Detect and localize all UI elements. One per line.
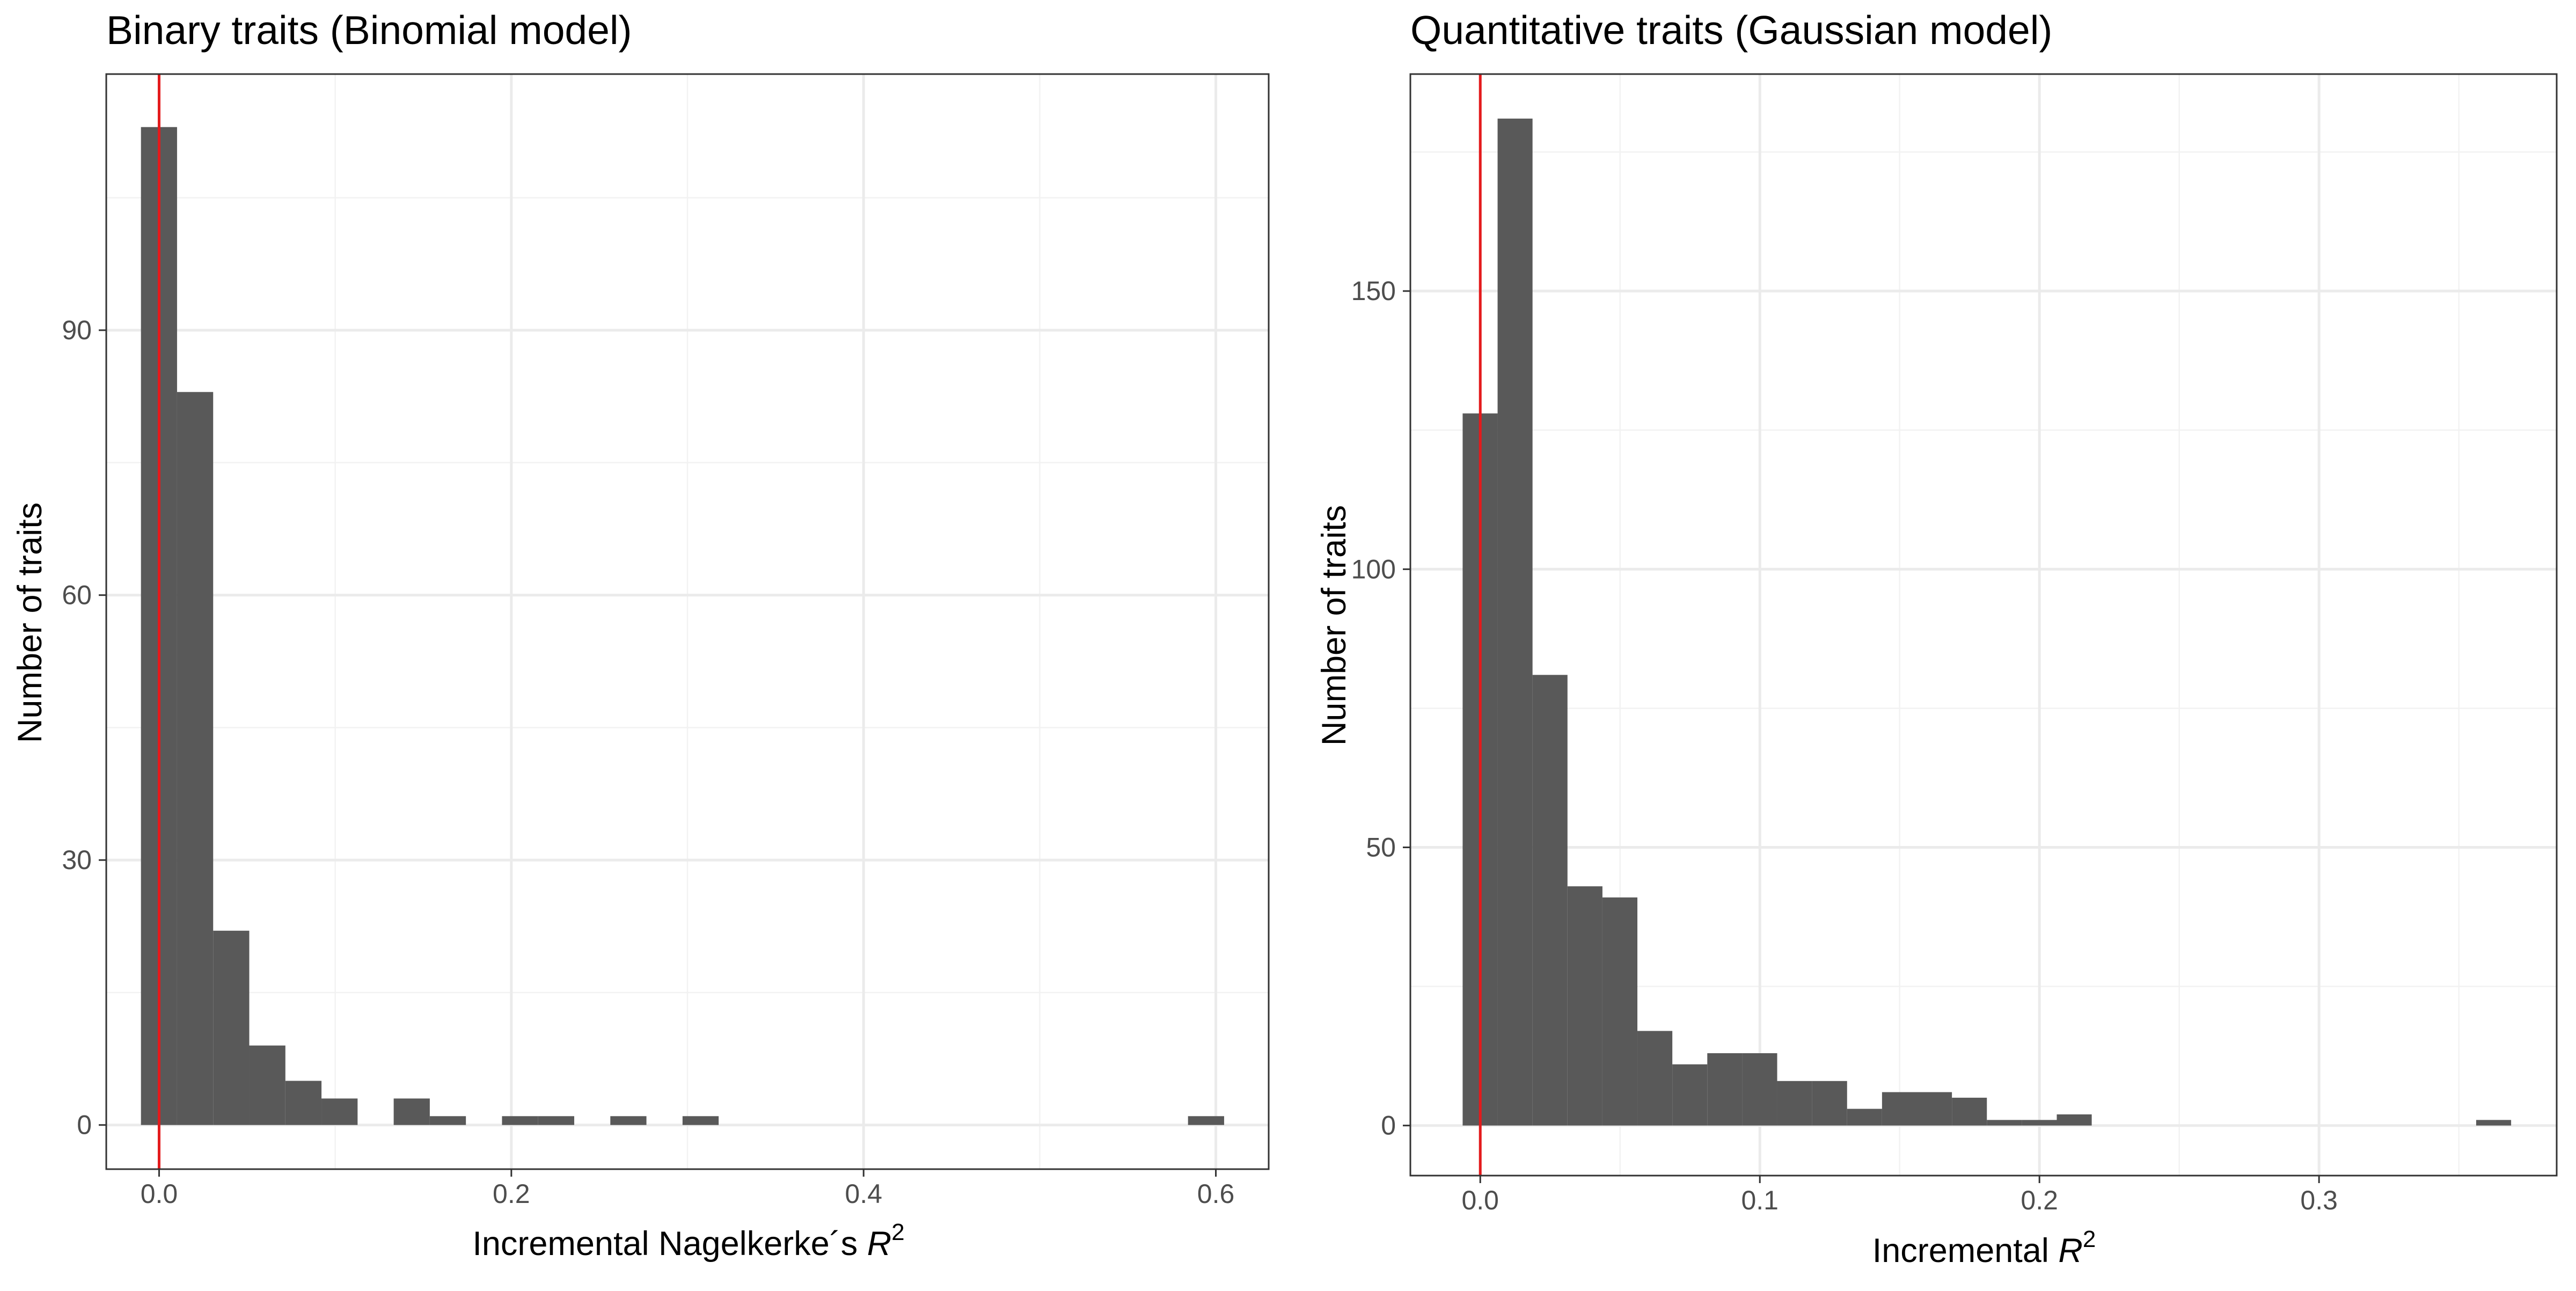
panel-binary: Binary traits (Binomial model) 0.0 0.2 0.4… — [11, 8, 1270, 1263]
histogram-bar — [1672, 1064, 1708, 1126]
histogram-bar — [1847, 1108, 1882, 1126]
histogram-bar — [682, 1116, 719, 1125]
x-tick-label: 0.0 — [141, 1179, 178, 1209]
axes: 0.0 0.2 0.4 0.6 0 30 60 90 — [62, 315, 1234, 1209]
chart-title: Quantitative traits (Gaussian model) — [1410, 8, 2052, 53]
histogram-bar — [1567, 886, 1602, 1126]
histogram-bar — [502, 1116, 538, 1125]
histogram-bar — [2476, 1120, 2512, 1126]
histogram-bar — [2022, 1120, 2057, 1126]
x-axis-title-variable: R — [867, 1225, 892, 1263]
histogram-bar — [1707, 1053, 1743, 1126]
y-axis-title: Number of traits — [11, 502, 49, 743]
histogram-bar — [1637, 1031, 1673, 1126]
histogram-bar — [393, 1098, 430, 1125]
y-axis-title: Number of traits — [1315, 505, 1353, 746]
histogram-bar — [1532, 675, 1568, 1126]
axes: 0.0 0.1 0.2 0.3 0 50 100 150 — [1351, 276, 2338, 1215]
x-axis-title-superscript: 2 — [891, 1219, 904, 1245]
histogram-bar — [1987, 1120, 2022, 1126]
x-axis-title: Incremental R2 — [1872, 1226, 2096, 1270]
y-tick-label: 150 — [1351, 276, 1396, 306]
x-axis-title-main: Incremental — [1872, 1232, 2059, 1270]
x-axis-title-variable: R — [2058, 1232, 2083, 1270]
x-tick-label: 0.1 — [1741, 1185, 1779, 1215]
y-tick-label: 50 — [1366, 833, 1396, 863]
x-tick-label: 0.2 — [493, 1179, 530, 1209]
histogram-bar — [213, 930, 250, 1125]
histogram-bar — [1917, 1092, 1952, 1126]
panel-quantitative: Quantitative traits (Gaussian model) 0.0… — [1315, 8, 2558, 1270]
histogram-bar — [1777, 1081, 1812, 1126]
panel-border — [105, 73, 1270, 1170]
y-tick-label: 60 — [62, 580, 92, 610]
histogram-bar — [321, 1098, 358, 1125]
x-axis-title: Incremental Nagelkerke´s R2 — [472, 1219, 904, 1263]
histogram-bar — [429, 1116, 466, 1125]
grid — [106, 74, 1269, 1169]
bars — [141, 127, 1224, 1125]
x-tick-label: 0.3 — [2300, 1185, 2338, 1215]
histogram-bar — [249, 1045, 286, 1125]
histogram-bar — [1742, 1053, 1777, 1126]
histogram-bar — [1882, 1092, 1918, 1126]
panel-border — [1409, 73, 2558, 1177]
chart-title: Binary traits (Binomial model) — [106, 8, 632, 53]
y-tick-label: 100 — [1351, 554, 1396, 584]
histogram-bar — [177, 392, 214, 1125]
x-tick-label: 0.4 — [845, 1179, 882, 1209]
x-tick-label: 0.0 — [1461, 1185, 1499, 1215]
x-axis-title-superscript: 2 — [2083, 1226, 2096, 1252]
histogram-bar — [1497, 118, 1533, 1126]
histogram-bar — [1188, 1116, 1224, 1125]
x-axis-title-main: Incremental Nagelkerke´s — [472, 1225, 867, 1263]
histogram-bar — [2057, 1114, 2092, 1126]
histogram-bar — [1952, 1097, 1987, 1126]
histogram-bar — [1812, 1081, 1847, 1126]
x-tick-label: 0.6 — [1197, 1179, 1235, 1209]
x-tick-label: 0.2 — [2021, 1185, 2058, 1215]
histogram-bar — [610, 1116, 647, 1125]
y-tick-label: 0 — [1381, 1111, 1396, 1141]
y-tick-label: 0 — [77, 1110, 92, 1140]
histogram-bar — [285, 1081, 322, 1125]
histogram-bar — [538, 1116, 574, 1125]
histogram-bar — [1602, 897, 1638, 1126]
y-tick-label: 30 — [62, 845, 92, 875]
y-tick-label: 90 — [62, 315, 92, 345]
